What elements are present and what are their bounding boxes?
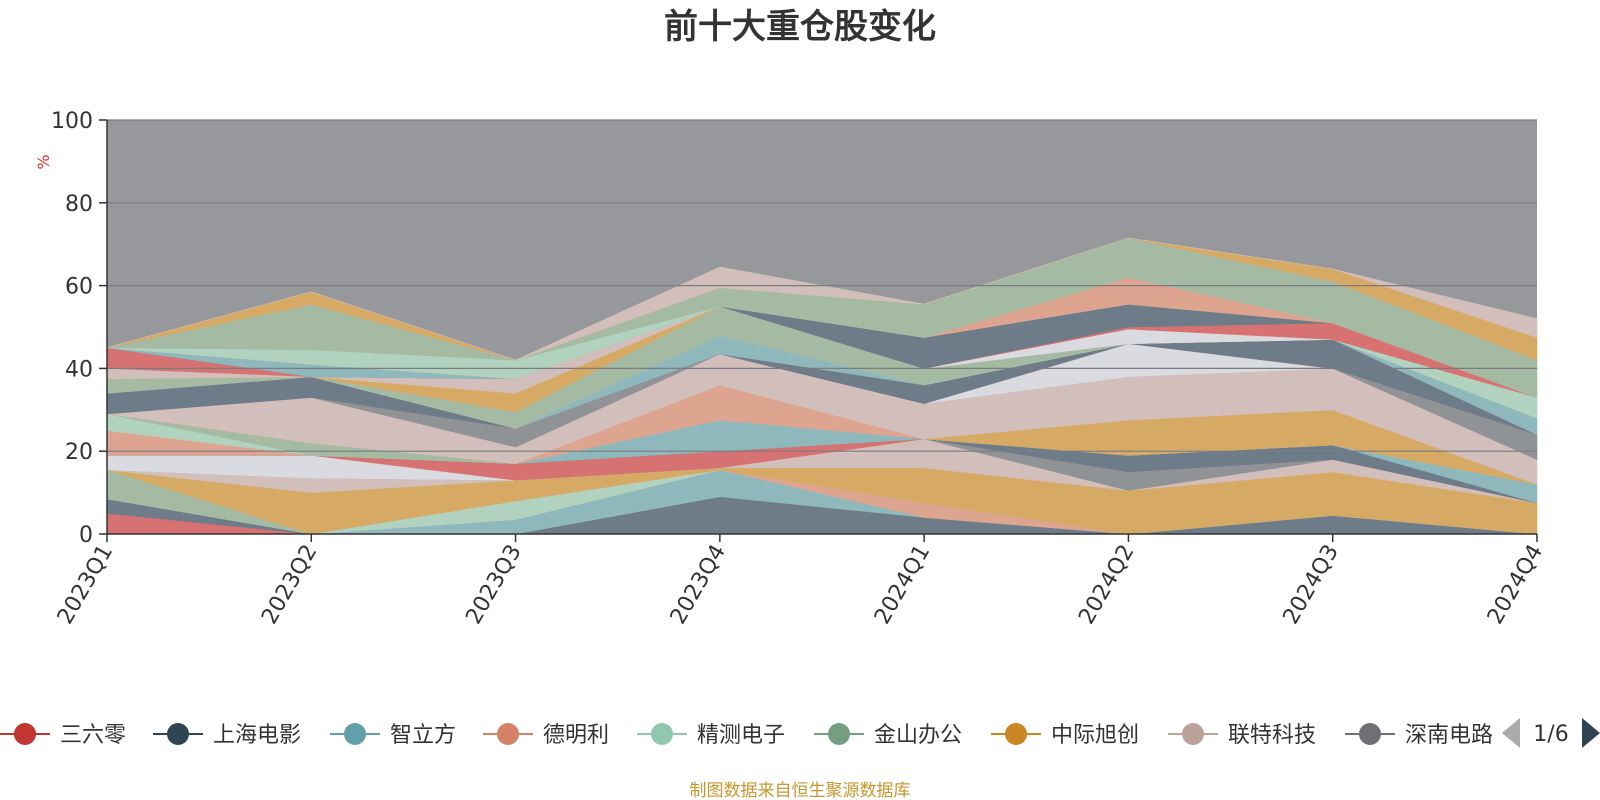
- legend-item[interactable]: 精测电子: [637, 723, 785, 748]
- legend-label: 德明利: [543, 723, 609, 748]
- legend-label: 精测电子: [697, 723, 785, 748]
- legend-item[interactable]: 上海电影: [153, 723, 301, 748]
- legend-marker: [1359, 723, 1381, 745]
- legend-label: 智立方: [390, 723, 456, 748]
- legend-label: 三六零: [60, 723, 126, 748]
- legend-marker: [497, 723, 519, 745]
- x-tick-label: 2023Q1: [53, 541, 118, 629]
- legend-page-indicator: 1/6: [1533, 722, 1568, 747]
- legend-next-icon[interactable]: [1582, 718, 1600, 748]
- y-tick-label: 60: [65, 275, 93, 300]
- legend-marker: [167, 723, 189, 745]
- x-tick-label: 2024Q2: [1074, 541, 1139, 629]
- legend-marker: [344, 723, 366, 745]
- legend-item[interactable]: 联特科技: [1168, 723, 1316, 748]
- data-source-note: 制图数据来自恒生聚源数据库: [690, 781, 911, 800]
- legend-label: 联特科技: [1228, 723, 1316, 748]
- x-axis: 2023Q1 2023Q2 2023Q3 2023Q4 2024Q1 2024Q2 2024…: [53, 533, 1548, 629]
- legend-label: 上海电影: [213, 723, 301, 748]
- x-tick-label: 2024Q3: [1279, 541, 1344, 629]
- y-tick-label: 100: [51, 109, 93, 134]
- legend-label: 金山办公: [874, 723, 962, 748]
- legend-marker: [828, 723, 850, 745]
- x-tick-label: 2024Q1: [870, 541, 935, 629]
- legend-marker: [651, 723, 673, 745]
- legend-pager: 1/6: [1502, 718, 1600, 748]
- y-tick-label: 20: [65, 440, 93, 465]
- y-tick-label: 80: [65, 192, 93, 217]
- y-tick-label: 40: [65, 357, 93, 382]
- y-axis-unit: %: [34, 154, 53, 169]
- legend-marker: [14, 723, 36, 745]
- legend-prev-icon[interactable]: [1502, 718, 1520, 748]
- legend-item[interactable]: 深南电路: [1345, 723, 1493, 748]
- legend-marker: [1005, 723, 1027, 745]
- legend-item[interactable]: 中际旭创: [991, 723, 1139, 748]
- legend-label: 中际旭创: [1051, 723, 1139, 748]
- legend-item[interactable]: 三六零: [0, 723, 126, 748]
- x-tick-label: 2024Q4: [1483, 541, 1548, 629]
- area-band-37: [106, 237, 1538, 361]
- legend-label: 深南电路: [1405, 723, 1493, 748]
- x-tick-label: 2023Q4: [666, 541, 731, 629]
- legend-item[interactable]: 德明利: [483, 723, 609, 748]
- y-tick-label: 0: [79, 523, 93, 548]
- legend: 三六零 上海电影 智立方 德明利 精测电子 金山办公 中际旭创 联特科技 深南电路: [0, 723, 1493, 748]
- legend-item[interactable]: 金山办公: [814, 723, 962, 748]
- gridlines: [107, 119, 1537, 452]
- legend-item[interactable]: 智立方: [330, 723, 456, 748]
- chart-title: 前十大重仓股变化: [664, 7, 936, 47]
- x-tick-label: 2023Q2: [257, 541, 322, 629]
- legend-marker: [1182, 723, 1204, 745]
- y-axis: 0 20 40 60 80 100: [51, 109, 108, 548]
- x-tick-label: 2023Q3: [461, 541, 526, 629]
